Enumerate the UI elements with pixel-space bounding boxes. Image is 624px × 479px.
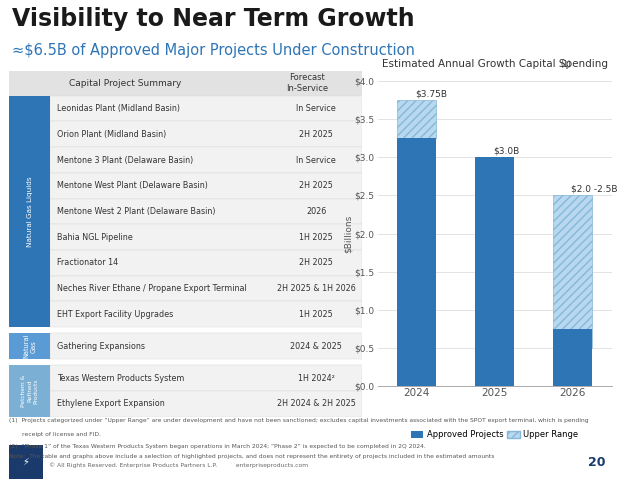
Text: 2H 2025: 2H 2025 [299,258,333,267]
Text: Texas Western Products System: Texas Western Products System [57,374,184,383]
Text: Mentone 3 Plant (Delaware Basin): Mentone 3 Plant (Delaware Basin) [57,156,193,165]
Bar [9,445,42,479]
Bar [397,138,436,386]
Text: ≈$6.5B of Approved Major Projects Under Construction: ≈$6.5B of Approved Major Projects Under … [12,43,416,58]
Text: In Service: In Service [296,104,336,113]
Text: (1)  Projects categorized under “Upper Range” are under development and have not: (1) Projects categorized under “Upper Ra… [9,418,589,422]
Text: Leonidas Plant (Midland Basin): Leonidas Plant (Midland Basin) [57,104,180,113]
Bar [50,173,362,199]
Bar [50,301,362,327]
Text: Natural Gas Liquids: Natural Gas Liquids [27,176,32,247]
Text: $3.75B: $3.75B [415,89,447,98]
Text: Bahia NGL Pipeline: Bahia NGL Pipeline [57,233,133,242]
Text: receipt of license and FID.: receipt of license and FID. [9,433,101,437]
Bar [50,199,362,224]
Text: 1H 2025: 1H 2025 [300,233,333,242]
Bar [553,195,592,348]
Text: $2.0 -2.5B: $2.0 -2.5B [571,184,618,193]
Bar [50,333,362,359]
Text: 2H 2024 & 2H 2025: 2H 2024 & 2H 2025 [276,399,356,409]
Text: 2H 2025: 2H 2025 [299,130,333,139]
Bar [50,365,362,391]
Text: Natural
Gas: Natural Gas [23,334,36,358]
Bar [50,96,362,122]
Text: EHT Export Facility Upgrades: EHT Export Facility Upgrades [57,310,173,319]
Text: (2)  “Phase 1” of the Texas Western Products System began operations in March 20: (2) “Phase 1” of the Texas Western Produ… [9,444,426,449]
Text: 2026: 2026 [306,207,326,216]
Text: 1H 2025: 1H 2025 [300,310,333,319]
Text: © All Rights Reserved. Enterprise Products Partners L.P.          enterpriseprod: © All Rights Reserved. Enterprise Produc… [49,462,308,468]
Legend: Approved Projects, Upper Range: Approved Projects, Upper Range [407,427,582,442]
Text: Visibility to Near Term Growth: Visibility to Near Term Growth [12,7,415,31]
Bar [50,250,362,276]
Text: Capital Project Summary: Capital Project Summary [69,79,182,88]
Bar [9,365,50,417]
Text: In Service: In Service [296,156,336,165]
Text: Gathering Expansions: Gathering Expansions [57,342,145,351]
Text: ⚡: ⚡ [22,457,29,467]
Text: 2024 & 2025: 2024 & 2025 [290,342,342,351]
Text: Note:  The table and graphs above include a selection of highlighted projects, a: Note: The table and graphs above include… [9,455,495,459]
Y-axis label: $Billions: $Billions [344,215,353,252]
Bar [9,96,50,327]
Text: 2H 2025: 2H 2025 [299,181,333,190]
Bar [50,122,362,147]
Text: Estimated Annual Growth Capital Spending: Estimated Annual Growth Capital Spending [381,59,608,69]
Bar [50,391,362,417]
Text: $3.0B: $3.0B [493,146,519,155]
Bar [9,333,50,359]
Bar [50,276,362,301]
Text: Neches River Ethane / Propane Export Terminal: Neches River Ethane / Propane Export Ter… [57,284,246,293]
Bar [9,71,362,96]
Text: Orion Plant (Midland Basin): Orion Plant (Midland Basin) [57,130,166,139]
Text: Petchem &
Refined
Products: Petchem & Refined Products [21,375,38,407]
Text: Mentone West 2 Plant (Delaware Basin): Mentone West 2 Plant (Delaware Basin) [57,207,215,216]
Text: Ethylene Export Expansion: Ethylene Export Expansion [57,399,165,409]
Text: Forecast
In-Service: Forecast In-Service [286,73,328,93]
Bar [553,329,592,386]
Text: 2H 2025 & 1H 2026: 2H 2025 & 1H 2026 [276,284,356,293]
Bar [50,224,362,250]
Text: Mentone West Plant (Delaware Basin): Mentone West Plant (Delaware Basin) [57,181,208,190]
Text: 1H 2024²: 1H 2024² [298,374,334,383]
Text: 20: 20 [588,456,605,468]
Bar [50,147,362,173]
Text: (1): (1) [560,60,571,69]
Text: Fractionator 14: Fractionator 14 [57,258,118,267]
Bar [397,101,436,138]
Bar [475,158,514,386]
